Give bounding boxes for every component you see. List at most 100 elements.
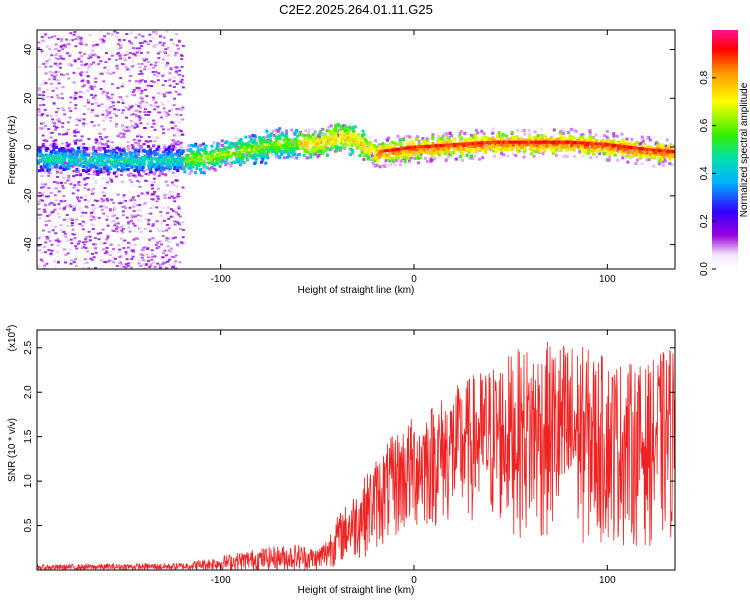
spectral-cell — [514, 136, 518, 140]
band-halo — [615, 134, 619, 138]
noise-speck — [174, 135, 178, 138]
band-halo — [160, 172, 164, 176]
noise-speck — [136, 139, 140, 142]
noise-speck — [82, 125, 86, 128]
noise-speck — [149, 263, 153, 266]
noise-speck — [46, 95, 50, 98]
noise-speck — [41, 94, 45, 97]
noise-speck — [106, 173, 110, 176]
noise-speck — [172, 263, 176, 266]
noise-speck — [148, 266, 152, 268]
spectral-cell — [660, 157, 664, 161]
noise-speck — [104, 105, 108, 108]
spectral-cell — [69, 158, 73, 162]
noise-speck — [106, 91, 109, 94]
band-halo — [378, 165, 382, 169]
spectral-cell — [183, 170, 187, 174]
noise-speck — [57, 71, 61, 73]
spectral-cell — [207, 154, 210, 158]
band-halo — [431, 133, 435, 137]
spectral-cell — [260, 149, 264, 153]
spectral-cell — [484, 150, 488, 154]
noise-speck — [82, 262, 86, 265]
noise-speck — [143, 111, 147, 114]
noise-speck — [92, 256, 96, 259]
noise-speck — [121, 214, 125, 217]
noise-speck — [93, 98, 97, 101]
noise-speck — [121, 206, 125, 208]
noise-speck — [171, 115, 175, 118]
spectral-cell — [122, 157, 126, 161]
noise-speck — [94, 181, 98, 184]
noise-speck — [121, 67, 125, 70]
spectral-cell — [536, 148, 540, 152]
noise-speck — [176, 245, 180, 247]
spectral-cell — [334, 135, 338, 139]
noise-speck — [152, 81, 156, 84]
spectral-cell — [215, 159, 219, 163]
spectral-cell — [179, 150, 183, 154]
band-halo — [173, 146, 177, 150]
noise-speck — [112, 248, 115, 251]
noise-speck — [112, 206, 116, 209]
noise-speck — [101, 243, 105, 246]
noise-speck — [179, 54, 183, 57]
noise-speck — [140, 152, 143, 155]
noise-speck — [138, 139, 142, 142]
noise-speck — [56, 212, 60, 215]
spectral-cell — [208, 153, 212, 156]
spectral-cell — [449, 151, 453, 154]
noise-speck — [71, 39, 75, 42]
spectral-cell — [282, 150, 286, 153]
noise-speck — [60, 97, 64, 100]
noise-speck — [38, 66, 41, 69]
spectral-cell — [530, 152, 533, 156]
spectral-cell — [260, 156, 264, 159]
noise-speck — [50, 54, 54, 57]
noise-speck — [151, 71, 155, 73]
noise-speck — [138, 185, 142, 188]
band-halo — [519, 136, 523, 140]
noise-speck — [129, 199, 133, 202]
noise-speck — [159, 170, 163, 172]
spectral-cell — [141, 166, 145, 169]
spectral-cell — [299, 146, 303, 150]
noise-speck — [172, 86, 176, 88]
band-halo — [663, 159, 667, 163]
spectral-cell — [195, 167, 199, 171]
spectral-cell — [180, 152, 184, 156]
noise-speck — [72, 209, 76, 212]
noise-speck — [105, 114, 109, 117]
spectral-cell — [262, 156, 266, 160]
spectral-cell — [313, 143, 316, 146]
noise-speck — [115, 264, 119, 267]
spectral-cell — [643, 150, 647, 154]
noise-speck — [116, 135, 120, 138]
spectral-cell — [366, 157, 370, 161]
spectral-cell — [584, 149, 588, 153]
noise-speck — [103, 66, 107, 69]
noise-speck — [163, 110, 166, 113]
band-halo — [641, 140, 645, 144]
noise-speck — [39, 186, 43, 189]
spectral-cell — [388, 159, 392, 163]
spectral-cell — [454, 148, 458, 151]
band-halo — [554, 153, 558, 157]
spectral-cell — [278, 142, 282, 146]
noise-speck — [39, 213, 43, 216]
noise-speck — [77, 38, 81, 41]
noise-speck — [72, 170, 76, 173]
noise-speck — [47, 249, 51, 251]
noise-speck — [42, 122, 45, 124]
noise-speck — [97, 59, 101, 62]
band-halo — [187, 144, 191, 148]
noise-speck — [151, 198, 155, 201]
noise-speck — [177, 107, 181, 110]
noise-speck — [62, 109, 66, 112]
noise-speck — [177, 143, 181, 146]
noise-speck — [180, 78, 184, 81]
band-halo — [395, 158, 399, 162]
noise-speck — [146, 212, 150, 215]
spectral-cell — [201, 160, 205, 164]
band-halo — [493, 154, 496, 158]
